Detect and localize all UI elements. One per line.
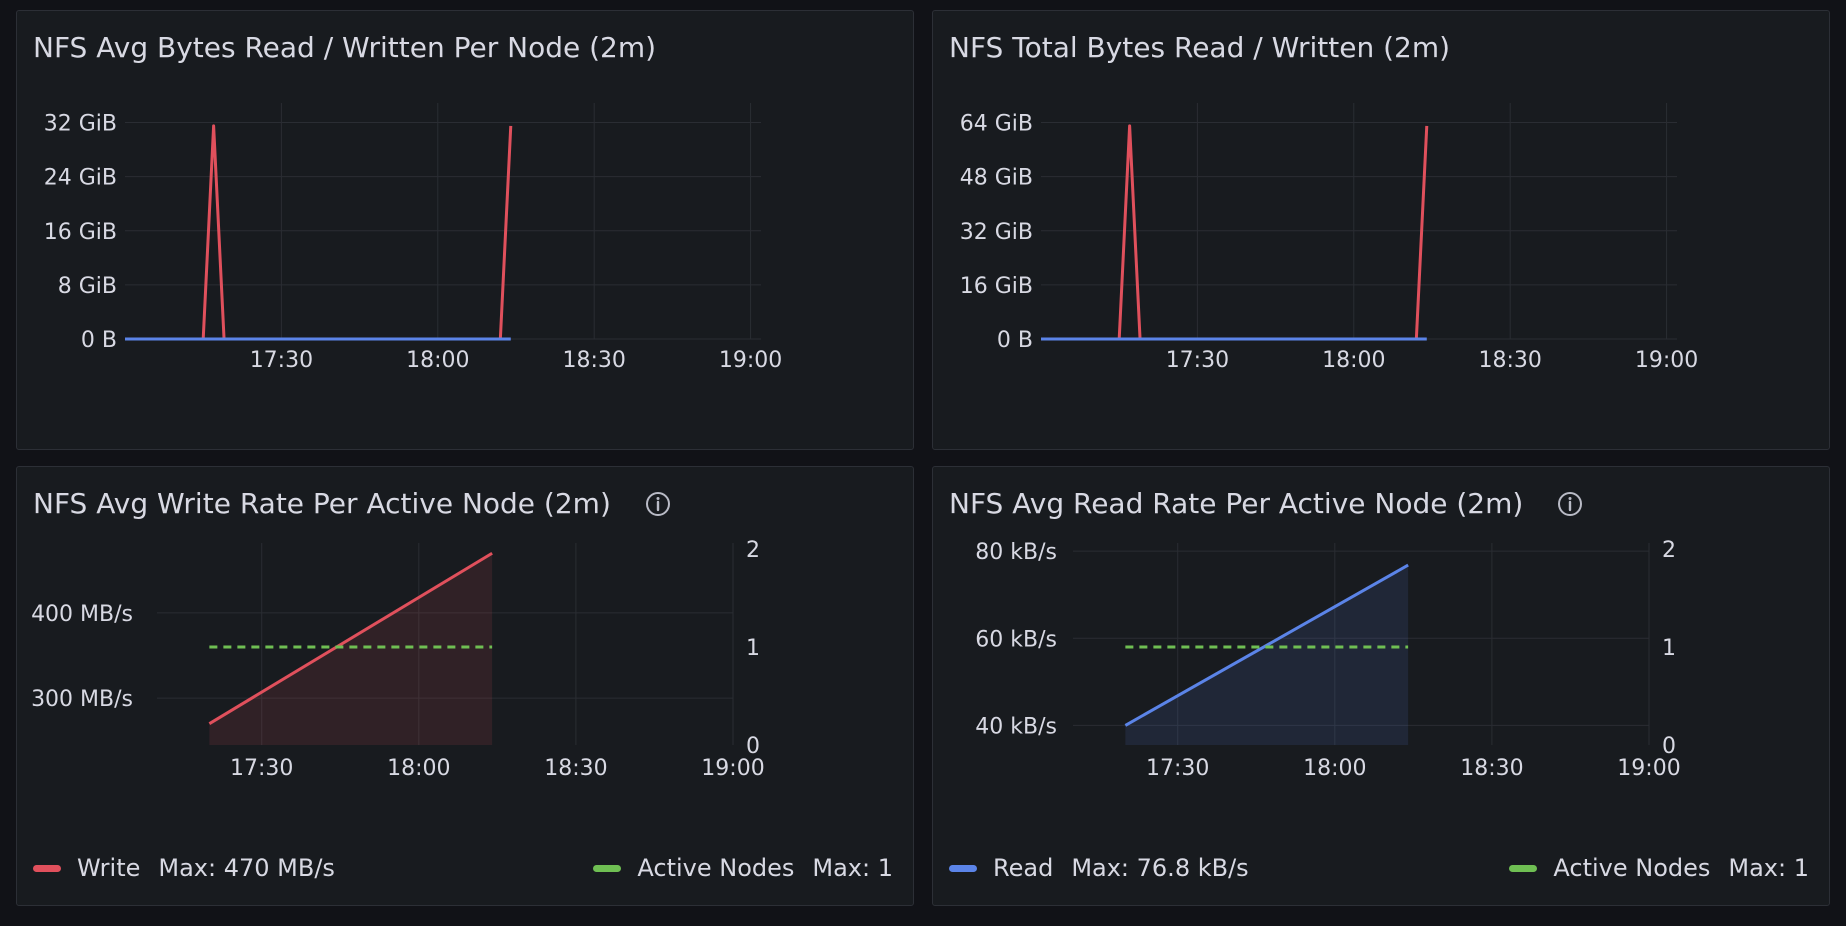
plot-area: 400 MB/s 300 MB/s 17:30 18:00 18:30 19:00 2 1 0 bbox=[31, 538, 765, 781]
y2-tick-label: 0 bbox=[746, 734, 760, 759]
x-tick-label: 18:30 bbox=[562, 348, 625, 373]
legend-max-value: Max: 470 MB/s bbox=[158, 854, 335, 882]
legend-item-write[interactable]: Write Max: 470 MB/s bbox=[33, 853, 335, 883]
y-tick-label: 60 kB/s bbox=[975, 627, 1057, 652]
panel-title: NFS Total Bytes Read / Written (2m) bbox=[949, 31, 1450, 65]
plot-area: 80 kB/s 60 kB/s 40 kB/s 17:30 18:00 18:30 19:0… bbox=[975, 538, 1680, 781]
y2-tick-label: 2 bbox=[746, 538, 760, 563]
x-tick-label: 19:00 bbox=[1635, 348, 1698, 373]
x-tick-label: 17:30 bbox=[250, 348, 313, 373]
panel-title-text: NFS Avg Write Rate Per Active Node (2m) bbox=[33, 487, 611, 520]
y2-tick-label: 2 bbox=[1662, 538, 1676, 563]
chart-avg-write-rate[interactable]: 400 MB/s 300 MB/s 17:30 18:00 18:30 19:00 2 1 0 bbox=[17, 467, 915, 907]
plot-area: 32 GiB 24 GiB 16 GiB 8 GiB 0 B 17:30 18:00 18:3… bbox=[44, 103, 782, 373]
legend-swatch bbox=[949, 864, 977, 872]
x-tick-label: 19:00 bbox=[701, 756, 764, 781]
legend-series-name: Active Nodes bbox=[1553, 854, 1711, 882]
panel-total-bytes[interactable]: NFS Total Bytes Read / Written (2m) 64 G… bbox=[932, 10, 1830, 450]
x-tick-label: 18:30 bbox=[1460, 756, 1523, 781]
y2-tick-label: 1 bbox=[746, 636, 760, 661]
x-tick-label: 18:00 bbox=[1322, 348, 1385, 373]
y-tick-label: 300 MB/s bbox=[31, 687, 133, 712]
legend: Write Max: 470 MB/s Active Nodes Max: 1 bbox=[33, 853, 893, 883]
series-area-read bbox=[1125, 565, 1409, 745]
legend-item-read[interactable]: Read Max: 76.8 kB/s bbox=[949, 853, 1249, 883]
x-tick-label: 17:30 bbox=[230, 756, 293, 781]
legend-max-value: Max: 1 bbox=[812, 854, 893, 882]
x-tick-label: 18:00 bbox=[387, 756, 450, 781]
y-tick-label: 40 kB/s bbox=[975, 714, 1057, 739]
panel-avg-read-rate[interactable]: NFS Avg Read Rate Per Active Node (2m) 8… bbox=[932, 466, 1830, 906]
x-tick-label: 18:00 bbox=[406, 348, 469, 373]
y-tick-label: 32 GiB bbox=[960, 220, 1033, 245]
y-tick-label: 400 MB/s bbox=[31, 602, 133, 627]
legend: Read Max: 76.8 kB/s Active Nodes Max: 1 bbox=[949, 853, 1809, 883]
y-tick-label: 64 GiB bbox=[960, 112, 1033, 137]
panel-avg-bytes-per-node[interactable]: NFS Avg Bytes Read / Written Per Node (2… bbox=[16, 10, 914, 450]
y-tick-label: 80 kB/s bbox=[975, 540, 1057, 565]
x-tick-label: 19:00 bbox=[719, 348, 782, 373]
y-tick-label: 24 GiB bbox=[44, 166, 117, 191]
panel-title: NFS Avg Read Rate Per Active Node (2m) bbox=[949, 487, 1583, 521]
panel-title: NFS Avg Write Rate Per Active Node (2m) bbox=[33, 487, 671, 521]
legend-swatch bbox=[33, 864, 61, 872]
y-tick-label: 16 GiB bbox=[960, 274, 1033, 299]
x-tick-label: 19:00 bbox=[1617, 756, 1680, 781]
x-tick-label: 17:30 bbox=[1146, 756, 1209, 781]
panel-title-text: NFS Avg Bytes Read / Written Per Node (2… bbox=[33, 31, 657, 64]
panel-title: NFS Avg Bytes Read / Written Per Node (2… bbox=[33, 31, 656, 65]
y-tick-label: 0 B bbox=[997, 328, 1033, 353]
chart-avg-read-rate[interactable]: 80 kB/s 60 kB/s 40 kB/s 17:30 18:00 18:30 19:0… bbox=[933, 467, 1831, 907]
y-tick-label: 48 GiB bbox=[960, 166, 1033, 191]
plot-area: 64 GiB 48 GiB 32 GiB 16 GiB 0 B 17:30 18:00 18:… bbox=[960, 103, 1698, 373]
legend-series-name: Write bbox=[77, 854, 141, 882]
series-line-write bbox=[1041, 124, 1429, 341]
chart-total-bytes[interactable]: 64 GiB 48 GiB 32 GiB 16 GiB 0 B 17:30 18:00 18:… bbox=[933, 11, 1831, 451]
legend-swatch bbox=[1509, 864, 1538, 872]
legend-max-value: Max: 76.8 kB/s bbox=[1071, 854, 1249, 882]
series-line-write bbox=[208, 551, 493, 725]
x-tick-label: 18:30 bbox=[1478, 348, 1541, 373]
legend-swatch bbox=[593, 864, 622, 872]
x-tick-label: 18:30 bbox=[544, 756, 607, 781]
y2-tick-label: 0 bbox=[1662, 734, 1676, 759]
series-line-read bbox=[1124, 563, 1409, 727]
legend-series-name: Active Nodes bbox=[637, 854, 795, 882]
chart-avg-bytes-per-node[interactable]: 32 GiB 24 GiB 16 GiB 8 GiB 0 B 17:30 18:00 18:3… bbox=[17, 11, 915, 451]
info-icon[interactable] bbox=[645, 491, 671, 517]
legend-series-name: Read bbox=[993, 854, 1054, 882]
panel-avg-write-rate[interactable]: NFS Avg Write Rate Per Active Node (2m) … bbox=[16, 466, 914, 906]
y-tick-label: 8 GiB bbox=[58, 274, 117, 299]
legend-item-active-nodes[interactable]: Active Nodes Max: 1 bbox=[593, 853, 893, 883]
x-tick-label: 18:00 bbox=[1303, 756, 1366, 781]
y2-tick-label: 1 bbox=[1662, 636, 1676, 661]
y-tick-label: 0 B bbox=[81, 328, 117, 353]
y-tick-label: 16 GiB bbox=[44, 220, 117, 245]
legend-item-active-nodes[interactable]: Active Nodes Max: 1 bbox=[1509, 853, 1809, 883]
panel-title-text: NFS Avg Read Rate Per Active Node (2m) bbox=[949, 487, 1524, 520]
series-area-write bbox=[209, 553, 493, 745]
x-tick-label: 17:30 bbox=[1166, 348, 1229, 373]
series-line-write bbox=[125, 124, 513, 341]
y-tick-label: 32 GiB bbox=[44, 112, 117, 137]
info-icon[interactable] bbox=[1557, 491, 1583, 517]
panel-title-text: NFS Total Bytes Read / Written (2m) bbox=[949, 31, 1451, 64]
legend-max-value: Max: 1 bbox=[1728, 854, 1809, 882]
